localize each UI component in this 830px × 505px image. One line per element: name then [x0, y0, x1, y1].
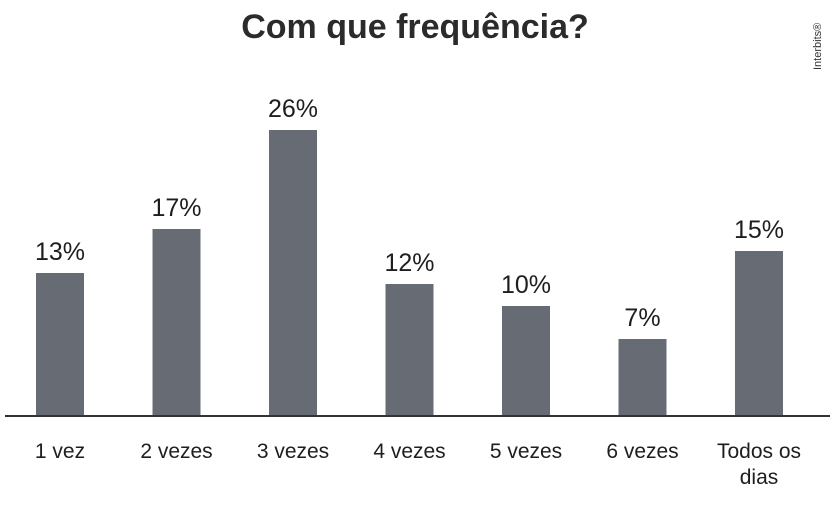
- bar-4: [385, 284, 434, 416]
- category-label-6: 6 vezes: [606, 440, 678, 463]
- value-label-1: 13%: [35, 238, 85, 266]
- bar-2: [152, 229, 201, 416]
- category-label-2: 2 vezes: [140, 440, 212, 463]
- bar-7: [735, 251, 783, 416]
- category-label-3: 3 vezes: [257, 440, 329, 463]
- value-label-5: 10%: [501, 271, 551, 299]
- bar-3: [269, 130, 317, 416]
- value-label-3: 26%: [268, 95, 318, 123]
- category-label-1: 1 vez: [35, 440, 85, 463]
- category-label-4: 4 vezes: [373, 440, 445, 463]
- value-label-7: 15%: [734, 216, 784, 244]
- bar-6: [618, 339, 667, 416]
- value-label-6: 7%: [624, 304, 660, 332]
- bar-1: [36, 273, 84, 416]
- value-label-4: 12%: [384, 249, 434, 277]
- chart-title: Com que frequência?: [241, 8, 589, 46]
- category-label-5: 5 vezes: [490, 440, 562, 463]
- value-label-2: 17%: [151, 194, 201, 222]
- category-label-7: Todos os dias: [717, 440, 801, 489]
- value-labels-group: 13% 17% 26% 12% 10% 7% 15%: [35, 95, 784, 332]
- bars-group: [36, 130, 783, 416]
- bar-5: [502, 306, 550, 416]
- category-labels-group: 1 vez 2 vezes 3 vezes 4 vezes 5 vezes 6 vezes…: [35, 440, 801, 489]
